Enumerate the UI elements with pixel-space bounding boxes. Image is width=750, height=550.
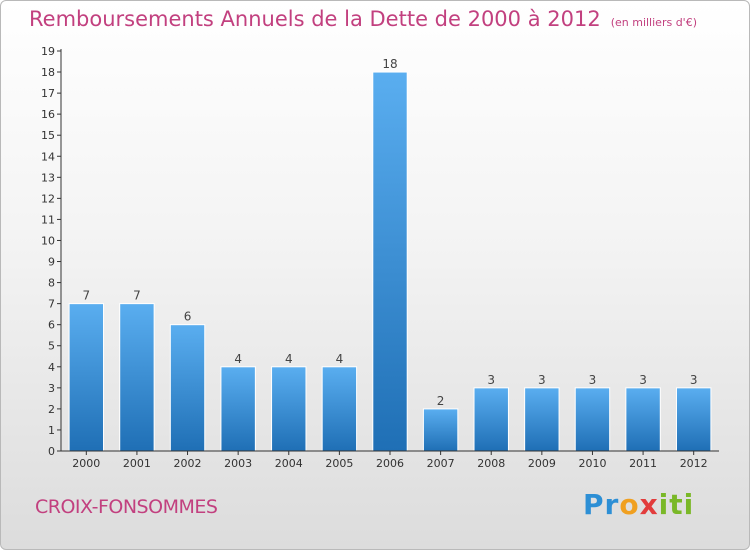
brand-logo: Proxiti (583, 488, 695, 521)
bar-2001 (119, 303, 155, 452)
x-tick-label: 2001 (123, 457, 151, 470)
x-tick-label: 2004 (275, 457, 303, 470)
bar-value-label: 4 (285, 352, 293, 366)
bar-2005 (321, 366, 358, 452)
y-tick-label: 9 (48, 256, 55, 269)
x-tick-label: 2011 (629, 457, 657, 470)
bar-2004 (271, 366, 307, 452)
bars: 7 7 6 4 4 4 18 2 3 3 3 3 3 (68, 57, 712, 452)
bar-value-label: 18 (382, 57, 397, 71)
bar-2006 (372, 71, 408, 452)
bar-2011 (625, 387, 661, 452)
y-tick-label: 10 (41, 234, 55, 247)
y-tick-label: 2 (48, 403, 55, 416)
bar-value-label: 6 (184, 310, 192, 324)
x-tick-label: 2000 (72, 457, 100, 470)
y-tick-label: 14 (41, 150, 55, 163)
x-tick-label: 2003 (224, 457, 252, 470)
bar-2002 (169, 324, 206, 452)
y-tick-label: 1 (48, 424, 55, 437)
y-tick-label: 8 (48, 277, 55, 290)
x-axis: 2000 2001 2002 2003 2004 2005 2006 2007 2008 2009… (61, 450, 719, 470)
y-tick-label: 3 (48, 382, 55, 395)
bar-value-label: 7 (82, 289, 90, 303)
y-tick-label: 6 (48, 319, 55, 332)
commune-name: CROIX-FONSOMMES (35, 496, 218, 518)
bar-value-label: 3 (487, 373, 495, 387)
x-tick-label: 2006 (376, 457, 404, 470)
bar-value-label: 7 (133, 289, 141, 303)
bar-2007 (422, 408, 459, 452)
bar-2000 (68, 303, 105, 452)
y-tick-label: 19 (41, 45, 55, 58)
x-tick-label: 2002 (174, 457, 202, 470)
y-tick-label: 16 (41, 108, 55, 121)
bar-2003 (220, 366, 256, 452)
x-tick-label: 2007 (427, 457, 455, 470)
bar-value-label: 3 (538, 373, 546, 387)
y-tick-label: 7 (48, 298, 55, 311)
bar-value-label: 2 (437, 394, 445, 408)
x-tick-label: 2009 (528, 457, 556, 470)
bar-2012 (675, 387, 712, 452)
y-tick-label: 5 (48, 340, 55, 353)
bar-value-label: 3 (639, 373, 647, 387)
x-tick-label: 2012 (680, 457, 708, 470)
y-tick-label: 15 (41, 129, 55, 142)
y-tick-label: 0 (48, 445, 55, 458)
x-tick-label: 2008 (477, 457, 505, 470)
bar-value-label: 4 (234, 352, 242, 366)
bar-2009 (524, 387, 560, 452)
bar-2008 (473, 387, 509, 452)
x-tick-label: 2005 (325, 457, 353, 470)
y-tick-label: 12 (41, 192, 55, 205)
x-tick-label: 2010 (578, 457, 606, 470)
chart-title: Remboursements Annuels de la Dette de 20… (29, 7, 697, 31)
title-text: Remboursements Annuels de la Dette de 20… (29, 7, 601, 31)
bar-value-label: 3 (690, 373, 698, 387)
bar-value-label: 4 (336, 352, 344, 366)
y-tick-label: 4 (48, 361, 55, 374)
y-tick-label: 18 (41, 66, 55, 79)
title-unit: (en milliers d'€) (610, 16, 697, 29)
y-tick-label: 17 (41, 87, 55, 100)
bar-2010 (574, 387, 611, 452)
bar-value-label: 3 (589, 373, 597, 387)
y-tick-label: 11 (41, 213, 55, 226)
y-tick-label: 13 (41, 171, 55, 184)
